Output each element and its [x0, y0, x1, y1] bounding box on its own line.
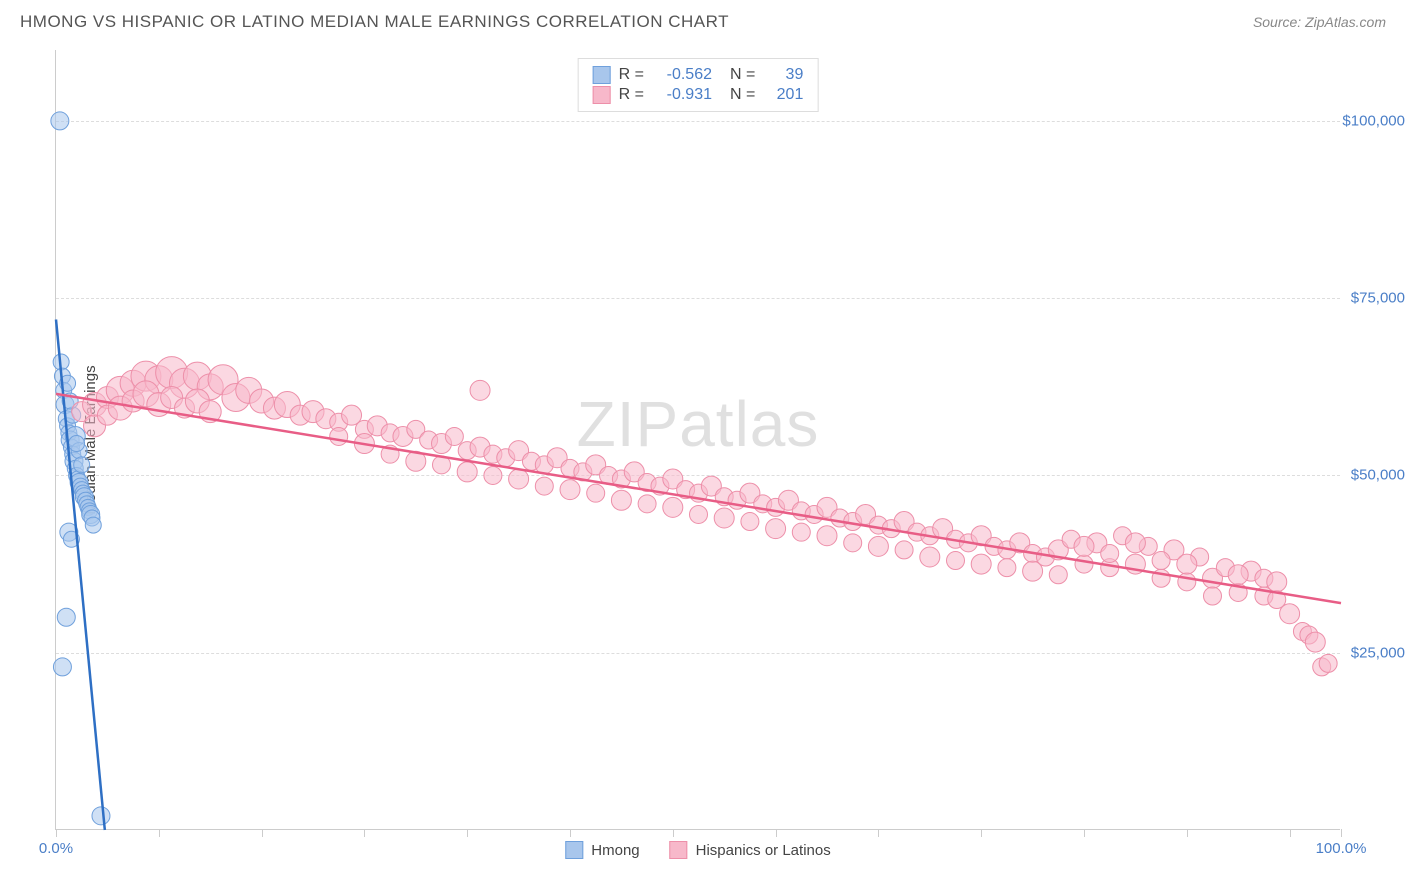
xtick [159, 829, 160, 837]
stats-row-hispanic: R = -0.931 N = 201 [593, 85, 804, 105]
data-point [85, 517, 101, 533]
legend-item-hmong: Hmong [565, 841, 639, 859]
data-point [535, 477, 553, 495]
data-point [1267, 572, 1287, 592]
data-point [817, 526, 837, 546]
data-point [1125, 533, 1145, 553]
data-point [1177, 554, 1197, 574]
stat-n-value-1: 201 [763, 86, 803, 104]
plot-svg [56, 50, 1340, 829]
data-point [611, 490, 631, 510]
data-point [998, 559, 1016, 577]
data-point [1305, 632, 1325, 652]
data-point [1049, 566, 1067, 584]
xtick-label: 0.0% [39, 840, 73, 857]
data-point [663, 497, 683, 517]
xtick [570, 829, 571, 837]
stat-n-label-0: N = [730, 66, 755, 84]
legend-bottom: Hmong Hispanics or Latinos [565, 841, 830, 859]
data-point [457, 462, 477, 482]
data-point [1280, 604, 1300, 624]
stats-row-hmong: R = -0.562 N = 39 [593, 65, 804, 85]
ytick-label: $75,000 [1351, 290, 1405, 307]
data-point [69, 436, 85, 452]
legend-item-hispanic: Hispanics or Latinos [670, 841, 831, 859]
xtick [467, 829, 468, 837]
xtick-label: 100.0% [1316, 840, 1367, 857]
data-point [844, 534, 862, 552]
trend-line [56, 394, 1341, 603]
xtick [878, 829, 879, 837]
legend-swatch-hispanic [670, 841, 688, 859]
xtick [776, 829, 777, 837]
data-point [1074, 536, 1094, 556]
data-point [53, 658, 71, 676]
legend-label-hmong: Hmong [591, 842, 639, 859]
data-point [587, 484, 605, 502]
stat-n-value-0: 39 [763, 66, 803, 84]
data-point [92, 807, 110, 825]
xtick [673, 829, 674, 837]
ytick-label: $25,000 [1351, 644, 1405, 661]
data-point [1023, 561, 1043, 581]
stat-r-label-0: R = [619, 66, 644, 84]
data-point [470, 380, 490, 400]
stat-r-value-0: -0.562 [652, 66, 712, 84]
data-point [1204, 587, 1222, 605]
data-point [509, 469, 529, 489]
chart-header: HMONG VS HISPANIC OR LATINO MEDIAN MALE … [0, 0, 1406, 40]
data-point [792, 523, 810, 541]
data-point [1152, 552, 1170, 570]
data-point [1178, 573, 1196, 591]
stat-r-value-1: -0.931 [652, 86, 712, 104]
data-point [714, 508, 734, 528]
chart-area: Median Male Earnings ZIPatlas R = -0.562… [55, 50, 1340, 830]
data-point [1319, 654, 1337, 672]
swatch-hispanic [593, 86, 611, 104]
data-point [1228, 565, 1248, 585]
xtick [1290, 829, 1291, 837]
stat-n-label-1: N = [730, 86, 755, 104]
data-point [895, 541, 913, 559]
data-point [51, 112, 69, 130]
data-point [766, 519, 786, 539]
data-point [330, 427, 348, 445]
stat-r-label-1: R = [619, 86, 644, 104]
xtick [364, 829, 365, 837]
legend-label-hispanic: Hispanics or Latinos [696, 842, 831, 859]
ytick-label: $50,000 [1351, 467, 1405, 484]
data-point [74, 457, 90, 473]
chart-title: HMONG VS HISPANIC OR LATINO MEDIAN MALE … [20, 12, 729, 32]
data-point [947, 552, 965, 570]
legend-swatch-hmong [565, 841, 583, 859]
data-point [971, 554, 991, 574]
data-point [868, 536, 888, 556]
xtick [56, 829, 57, 837]
data-point [57, 608, 75, 626]
xtick [1341, 829, 1342, 837]
stats-box: R = -0.562 N = 39 R = -0.931 N = 201 [578, 58, 819, 112]
swatch-hmong [593, 66, 611, 84]
data-point [1101, 544, 1119, 562]
data-point [484, 466, 502, 484]
chart-source: Source: ZipAtlas.com [1253, 14, 1386, 30]
data-point [690, 505, 708, 523]
data-point [1075, 555, 1093, 573]
data-point [920, 547, 940, 567]
xtick [981, 829, 982, 837]
ytick-label: $100,000 [1342, 112, 1405, 129]
data-point [560, 480, 580, 500]
xtick [1084, 829, 1085, 837]
xtick [1187, 829, 1188, 837]
data-point [445, 427, 463, 445]
xtick [262, 829, 263, 837]
data-point [638, 495, 656, 513]
data-point [741, 513, 759, 531]
